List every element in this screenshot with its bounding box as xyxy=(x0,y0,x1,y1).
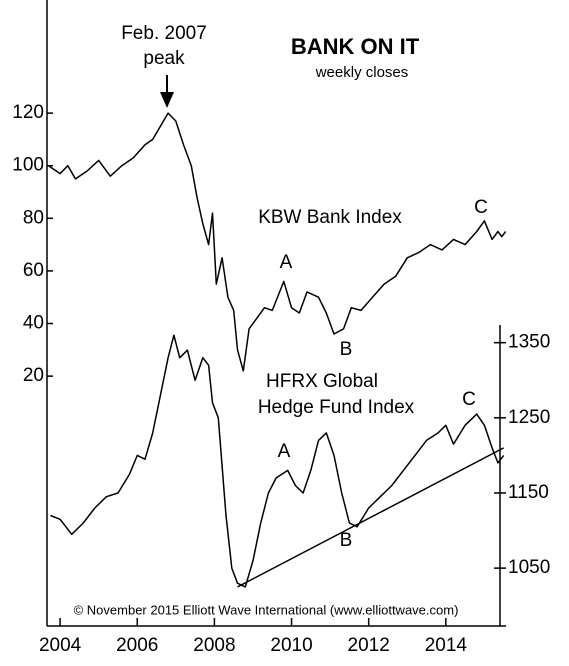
x-tick-label: 2006 xyxy=(116,635,158,656)
wave-label: B xyxy=(340,530,353,551)
x-tick-label: 2010 xyxy=(270,635,312,656)
y-tick-label: 20 xyxy=(23,365,44,386)
chart-title: BANK ON IT xyxy=(291,34,420,59)
y-tick-label: 40 xyxy=(23,313,44,334)
wave-label: B xyxy=(340,339,353,360)
wave-label: A xyxy=(278,441,291,462)
y2-tick-label: 1050 xyxy=(508,557,550,578)
y-tick-label: 100 xyxy=(12,155,44,176)
y2-tick-label: 1150 xyxy=(508,482,549,503)
x-tick-label: 2014 xyxy=(425,635,468,656)
y-tick-label: 80 xyxy=(23,207,44,228)
y2-tick-label: 1250 xyxy=(508,407,550,428)
y-tick-label: 60 xyxy=(23,260,44,281)
y-tick-label: 120 xyxy=(12,102,44,123)
annotation: peak xyxy=(143,48,185,69)
series-label: HFRX Global xyxy=(266,371,378,392)
series-line xyxy=(50,334,505,588)
x-tick-label: 2004 xyxy=(39,635,82,656)
wave-label: A xyxy=(280,252,293,273)
series-line xyxy=(48,112,507,372)
series-label: Hedge Fund Index xyxy=(258,397,415,418)
copyright: © November 2015 Elliott Wave Internation… xyxy=(74,602,459,617)
wave-label: C xyxy=(462,389,476,410)
x-tick-label: 2008 xyxy=(193,635,235,656)
wave-label: C xyxy=(474,197,488,218)
annotation: Feb. 2007 xyxy=(121,23,207,44)
y2-tick-label: 1350 xyxy=(508,332,550,353)
chart-subtitle: weekly closes xyxy=(315,64,409,81)
trendline xyxy=(237,447,505,588)
arrow-head xyxy=(160,92,174,108)
series-label: KBW Bank Index xyxy=(258,207,402,228)
x-tick-label: 2012 xyxy=(348,635,390,656)
